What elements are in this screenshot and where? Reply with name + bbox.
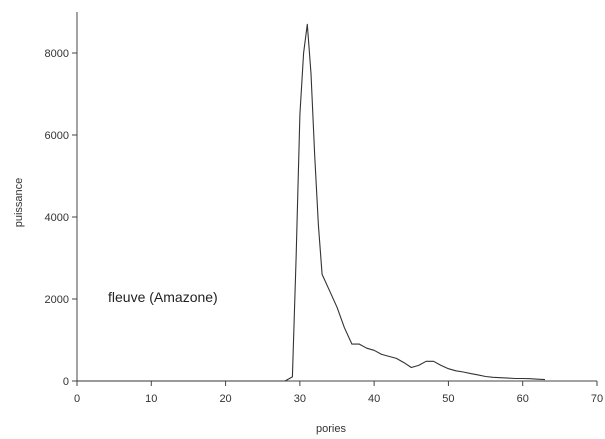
series-line-0 (77, 23, 546, 382)
x-tick-label: 70 (591, 393, 603, 405)
x-axis-title: pories (316, 423, 346, 435)
y-tick-label: 4000 (45, 212, 69, 224)
axes: 0 10 20 30 40 50 60 70 0 2000 4000 6000 8000 (45, 12, 603, 405)
x-tick-label: 0 (74, 393, 80, 405)
x-tick-label: 20 (219, 393, 231, 405)
x-tick-label: 50 (442, 393, 454, 405)
x-tick-label: 40 (368, 393, 380, 405)
y-axis-title: puissance (13, 178, 25, 228)
x-tick-label: 60 (517, 393, 529, 405)
x-tick-label: 10 (145, 393, 157, 405)
data-series (77, 23, 546, 382)
x-tick-label: 30 (294, 393, 306, 405)
y-tick-label: 6000 (45, 130, 69, 142)
y-tick-label: 2000 (45, 294, 69, 306)
chart-annotation: fleuve (Amazone) (108, 289, 218, 305)
y-tick-label: 8000 (45, 48, 69, 60)
y-tick-label: 0 (63, 376, 69, 388)
